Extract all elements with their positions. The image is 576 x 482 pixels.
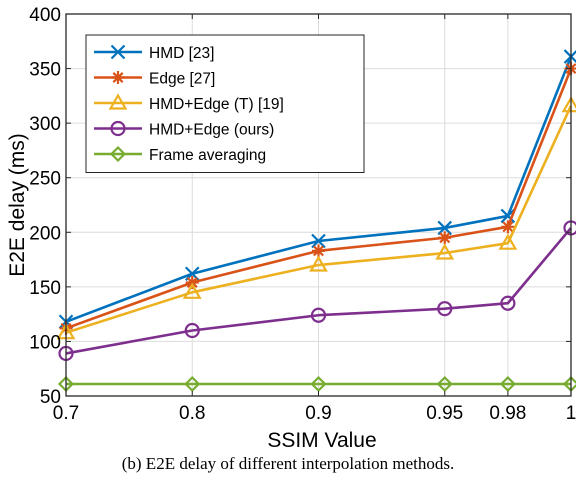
data-point [498, 233, 518, 250]
data-point [182, 282, 202, 299]
data-point [184, 375, 201, 393]
legend-entry: Frame averaging [149, 147, 266, 164]
y-tick-label: 150 [29, 278, 61, 299]
series [56, 95, 576, 340]
legend-entry: HMD+Edge (T) [19] [149, 96, 284, 113]
figure-caption: (b) E2E delay of different interpolation… [121, 454, 455, 473]
legend-swatch-marker [110, 120, 126, 137]
data-point [311, 233, 326, 249]
data-point [437, 220, 453, 236]
y-tick-label: 200 [29, 223, 61, 244]
legend-swatch-marker [108, 93, 128, 110]
legend-swatch-marker [111, 71, 125, 84]
data-point [310, 307, 327, 323]
data-point [310, 375, 327, 393]
data-point [309, 255, 328, 272]
y-axis-label: E2E delay (ms) [6, 133, 29, 277]
legend-entry: HMD+Edge (ours) [149, 122, 274, 139]
data-point [501, 220, 515, 234]
series-line [65, 56, 573, 323]
data-point [500, 208, 516, 224]
legend-entry: HMD [23] [149, 45, 214, 62]
data-point [499, 375, 516, 393]
legend-entry: Edge [27] [149, 71, 215, 88]
x-tick-label: 0.95 [426, 403, 463, 424]
y-tick-label: 300 [29, 114, 61, 135]
legend-swatch-marker [109, 145, 127, 163]
series-line [65, 68, 573, 330]
data-point [437, 301, 453, 317]
y-tick-label: 100 [29, 332, 61, 353]
series-line [65, 105, 573, 334]
legend-swatch-marker [110, 44, 126, 60]
series-line [65, 227, 572, 355]
x-tick-label: 0.9 [305, 403, 331, 424]
x-tick-label: 1 [566, 403, 576, 424]
x-tick-label: 0.8 [179, 403, 205, 424]
y-tick-label: 350 [29, 60, 61, 81]
x-tick-label: 0.98 [489, 403, 526, 424]
series [58, 49, 576, 330]
legend: HMD [23] Edge [27] HMD+Edge (T) [19] HMD+Ed… [85, 34, 365, 173]
y-tick-label: 400 [29, 5, 61, 26]
y-tick-label: 250 [29, 169, 61, 190]
data-point [436, 375, 453, 393]
data-point [312, 244, 325, 258]
x-tick-label: 0.7 [53, 403, 79, 424]
data-point [185, 275, 199, 289]
y-tick-label: 50 [40, 387, 61, 408]
x-axis-label: SSIM Value [267, 429, 376, 452]
data-point [435, 243, 455, 260]
axes: 50 100 150 200 250 300 350 400 0.7 0.8 0.9 0.95 0.98… [29, 5, 576, 424]
data-point [184, 322, 200, 339]
data-point [500, 295, 516, 311]
data-point [438, 231, 452, 245]
series [58, 220, 576, 362]
series-group [56, 49, 576, 393]
